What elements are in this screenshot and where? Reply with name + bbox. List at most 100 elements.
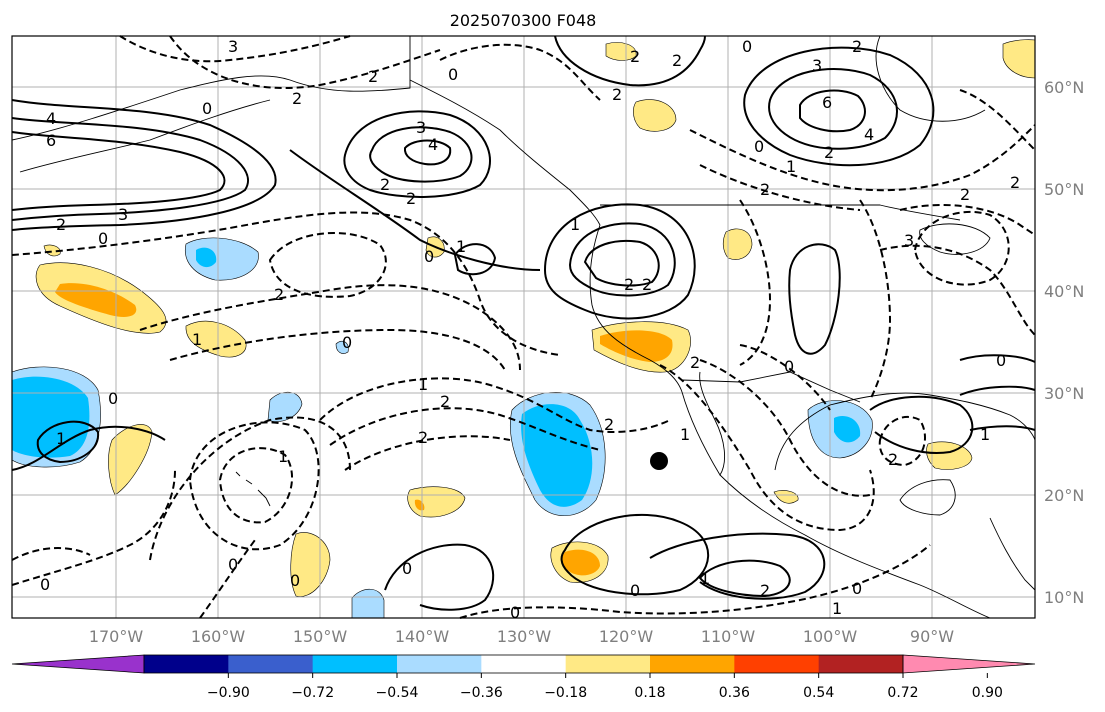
contour-west-coast-high-inner xyxy=(568,222,676,297)
warm-core-baja xyxy=(600,330,673,362)
contour-label: 2 xyxy=(56,215,66,234)
contour-label: 2 xyxy=(604,415,614,434)
warm-region-alaska xyxy=(633,99,677,132)
contour-gulf-high xyxy=(869,395,974,454)
contour-neg-ne-loop xyxy=(913,210,1010,286)
contour-label: 0 xyxy=(108,389,118,408)
contour-label: 0 xyxy=(996,351,1006,370)
contour-high-gulf-alaska-inner xyxy=(369,126,473,183)
contour-label: 4 xyxy=(46,109,56,128)
contour-high-arctic-core xyxy=(799,89,866,133)
warm-region-mid-pacific xyxy=(185,320,247,358)
contour-trop-high-a xyxy=(560,513,710,596)
contour-neg-hawaii-outer-2 xyxy=(149,416,351,561)
contour-label: 4 xyxy=(428,135,438,154)
gulf-coast xyxy=(774,392,1036,471)
contour-west-pacific-loop xyxy=(36,420,100,464)
contour-label: 0 xyxy=(630,581,640,600)
contour-label: 2 xyxy=(440,392,450,411)
lon-label-100w: 100°W xyxy=(803,627,858,646)
contour-label: 0 xyxy=(342,333,352,352)
contour-label: 0 xyxy=(402,559,412,578)
warm-region-great-plains xyxy=(722,228,753,260)
contour-neg-plains-1 xyxy=(739,199,772,366)
contour-label: 2 xyxy=(630,47,640,66)
us-west-coast xyxy=(589,224,683,393)
lat-label-50n: 50°N xyxy=(1044,180,1084,199)
colorbar-bin xyxy=(650,655,735,673)
contour-labels: 3 2 2 0 2 2 0 3 2 2 4 6 3 0 2 3 4 2 2 1 … xyxy=(40,37,1020,622)
contour-label: 4 xyxy=(864,125,874,144)
lon-label-150w: 150°W xyxy=(293,627,348,646)
contour-label: 0 xyxy=(448,65,458,84)
contour-label: 2 xyxy=(1010,173,1020,192)
colorbar-bin xyxy=(818,655,904,673)
us-mexico-border xyxy=(681,371,861,403)
contour-high-west-3 xyxy=(11,131,226,211)
contour-label: 0 xyxy=(784,357,794,376)
colorbar-extension-high xyxy=(902,654,1036,674)
contour-label: 6 xyxy=(822,93,832,112)
map-frame xyxy=(11,35,1036,619)
contour-neg-hawaii-loop xyxy=(218,447,294,524)
hudson-bay-coast xyxy=(875,35,986,122)
central-america xyxy=(989,517,1036,591)
contour-gulf-high-outer xyxy=(959,354,1036,431)
contour-label: 2 xyxy=(672,51,682,70)
contour-label: 2 xyxy=(292,89,302,108)
contour-neg-plains-3 xyxy=(879,244,1036,336)
contour-high-arctic-inner xyxy=(768,68,898,150)
contour-label: 2 xyxy=(888,450,898,469)
contour-high-arctic xyxy=(743,46,935,167)
baja-california xyxy=(681,371,726,476)
contour-neg-pac-trough-3 xyxy=(169,328,506,371)
lat-label-10n: 10°N xyxy=(1044,588,1084,607)
contour-trop-high-b-inner xyxy=(698,559,791,598)
contour-label: 6 xyxy=(46,131,56,150)
contour-label: 3 xyxy=(118,205,128,224)
longitude-labels: 170°W 160°W 150°W 140°W 130°W 120°W 110°… xyxy=(89,627,954,646)
warm-region-gulf xyxy=(926,441,973,470)
contour-neg-pac-trough-1 xyxy=(11,211,561,356)
mexico-pacific-coast xyxy=(719,474,991,619)
cool-core-west-pacific xyxy=(12,376,90,458)
colorbar: −0.90 −0.72 −0.54 −0.36 −0.18 0.18 0.36 0.54 0.7… xyxy=(11,654,1036,701)
contour-label: 1 xyxy=(418,375,428,394)
colorbar-tick-label: 0.54 xyxy=(803,685,834,701)
lat-label-60n: 60°N xyxy=(1044,78,1084,97)
contour-neg-gulf-loop xyxy=(878,415,926,467)
contour-alaska-top xyxy=(554,35,706,87)
cool-region-small-c xyxy=(335,340,349,354)
contour-label: 1 xyxy=(192,330,202,349)
warm-region-arctic-a xyxy=(605,42,637,61)
contour-label: 0 xyxy=(98,229,108,248)
colorbar-tick-label: 0.18 xyxy=(634,685,665,701)
contour-neg-subtropic-1 xyxy=(319,377,671,433)
alaska-panhandle xyxy=(409,79,601,226)
contour-neg-mid-pacific-loop xyxy=(268,232,387,298)
contour-label: 0 xyxy=(290,571,300,590)
map-plot-area: 3 2 2 0 2 2 0 3 2 2 4 6 3 0 2 3 4 2 2 1 … xyxy=(11,35,1036,622)
colorbar-extension-low xyxy=(11,654,145,674)
colorbar-bin xyxy=(228,655,314,673)
contour-label: 2 xyxy=(690,353,700,372)
canada-us-border xyxy=(600,204,961,221)
contour-label: 0 xyxy=(754,137,764,156)
alaska-coastline xyxy=(11,36,411,141)
contour-high-west xyxy=(11,99,277,231)
colorbar-tick-label: −0.72 xyxy=(291,685,334,701)
colorbar-tick-label: −0.90 xyxy=(207,685,250,701)
lon-label-90w: 90°W xyxy=(910,627,954,646)
contour-ridge-b xyxy=(289,149,541,271)
contour-high-gulf-alaska-core xyxy=(403,139,452,166)
contour-label: 2 xyxy=(642,275,652,294)
contour-label: 3 xyxy=(812,56,822,75)
contour-neg-mexico-trough-1 xyxy=(659,364,875,532)
colorbar-bin xyxy=(565,655,651,673)
colorbar-bin xyxy=(481,655,567,673)
contour-neg-mexico-trough-2 xyxy=(699,359,871,497)
contour-label: 2 xyxy=(418,428,428,447)
contour-neg-plains-2 xyxy=(859,199,892,401)
contour-label: 1 xyxy=(680,425,690,444)
contour-label: 1 xyxy=(456,237,466,256)
